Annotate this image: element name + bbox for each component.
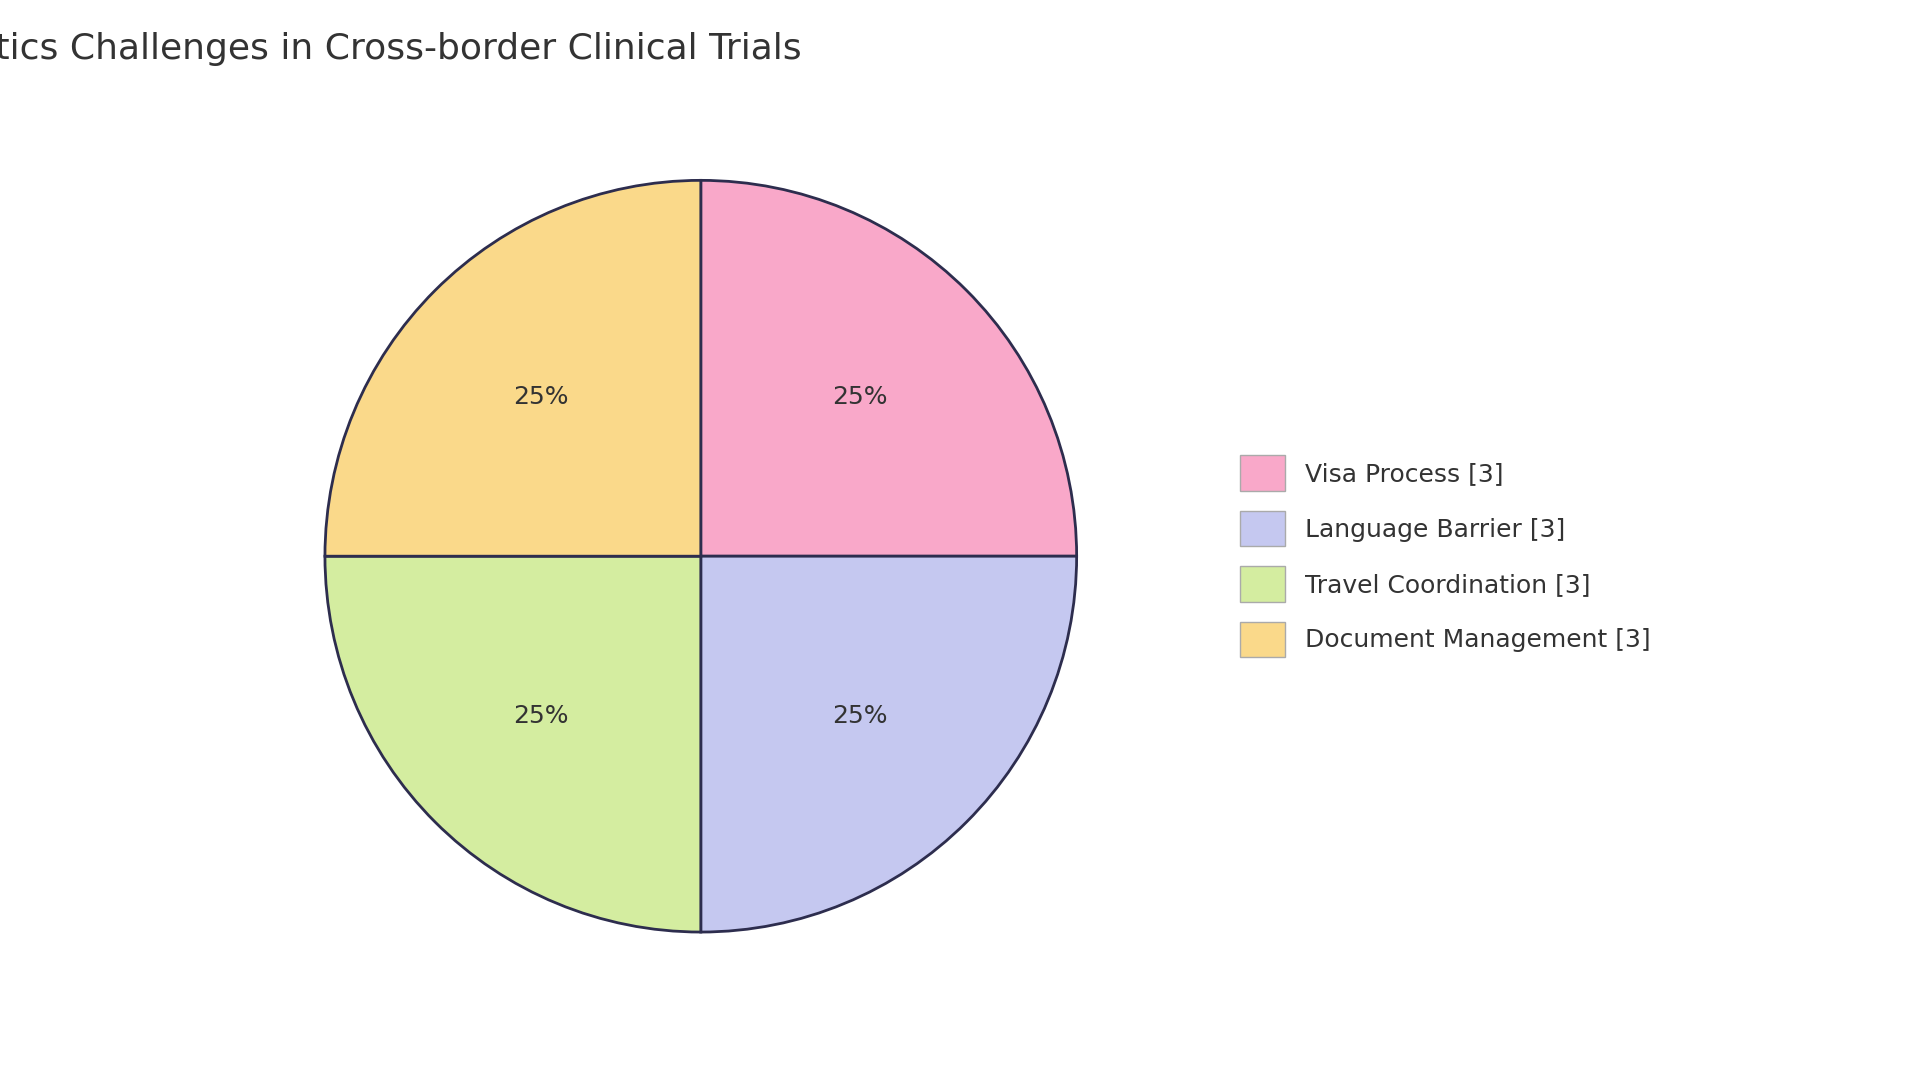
Text: Logistics Challenges in Cross-border Clinical Trials: Logistics Challenges in Cross-border Cli… (0, 31, 803, 66)
Legend: Visa Process [3], Language Barrier [3], Travel Coordination [3], Document Manage: Visa Process [3], Language Barrier [3], … (1231, 445, 1661, 667)
Wedge shape (324, 556, 701, 932)
Text: 25%: 25% (833, 704, 889, 728)
Wedge shape (701, 180, 1077, 556)
Wedge shape (324, 180, 701, 556)
Text: 25%: 25% (513, 384, 568, 408)
Text: 25%: 25% (513, 704, 568, 728)
Wedge shape (701, 556, 1077, 932)
Text: 25%: 25% (833, 384, 889, 408)
